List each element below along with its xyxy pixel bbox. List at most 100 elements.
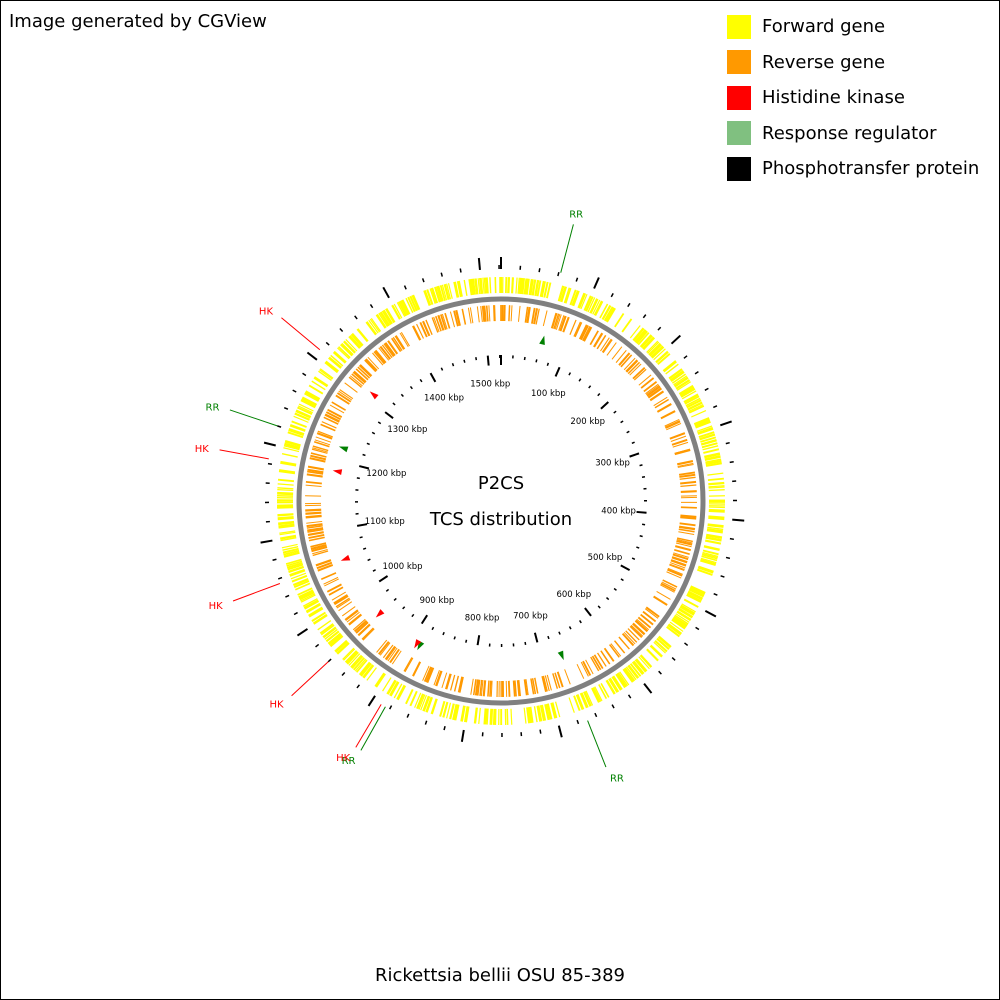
- reverse-gene: [645, 606, 660, 618]
- inner-major-tick: [629, 452, 640, 458]
- reverse-gene: [656, 403, 672, 413]
- reverse-gene: [680, 490, 697, 494]
- reverse-gene: [308, 536, 325, 542]
- reverse-gene: [602, 339, 613, 354]
- reverse-gene: [386, 646, 397, 661]
- outer-minor-tick: [694, 371, 699, 375]
- forward-gene: [568, 697, 575, 713]
- forward-gene: [283, 447, 300, 453]
- legend-item-histidine-kinase: Histidine kinase: [727, 80, 979, 116]
- reverse-gene: [582, 660, 592, 676]
- callout-line: [229, 409, 278, 427]
- reverse-gene: [453, 675, 460, 692]
- reverse-gene: [455, 309, 461, 327]
- forward-gene: [407, 296, 416, 313]
- reverse-gene: [644, 608, 659, 619]
- inner-minor-tick: [409, 385, 413, 390]
- forward-gene: [603, 306, 614, 322]
- reverse-gene: [555, 314, 562, 330]
- reverse-gene: [629, 625, 643, 639]
- outer-minor-tick: [272, 558, 277, 562]
- forward-gene: [550, 702, 558, 719]
- forward-gene: [683, 393, 699, 404]
- outer-minor-tick: [459, 268, 462, 273]
- reverse-gene: [535, 308, 540, 325]
- inner-minor-tick: [597, 392, 601, 397]
- reverse-gene: [558, 315, 565, 331]
- reverse-gene: [341, 606, 356, 617]
- inner-minor-tick: [419, 378, 423, 383]
- forward-gene: [523, 278, 528, 295]
- reverse-gene: [667, 568, 683, 577]
- reverse-gene: [348, 613, 362, 626]
- forward-gene: [675, 379, 691, 390]
- outer-major-tick: [260, 539, 273, 544]
- forward-gene: [324, 360, 340, 374]
- forward-gene: [639, 334, 653, 349]
- forward-gene-track: [276, 276, 726, 726]
- forward-gene: [337, 346, 351, 359]
- reverse-gene: [336, 392, 352, 403]
- reverse-gene: [508, 305, 511, 322]
- inner-minor-tick: [636, 546, 640, 549]
- reverse-gene: [490, 680, 493, 697]
- reverse-gene: [391, 337, 402, 353]
- reverse-gene: [384, 342, 396, 357]
- forward-gene: [654, 639, 668, 653]
- reverse-gene: [516, 680, 521, 697]
- reverse-gene: [590, 656, 600, 672]
- outer-tick-ring: [260, 257, 745, 743]
- forward-gene: [671, 373, 687, 384]
- reverse-gene: [618, 636, 630, 650]
- reverse-gene: [672, 553, 689, 561]
- reverse-gene: [680, 514, 697, 518]
- reverse-gene: [327, 408, 343, 419]
- reverse-gene: [550, 312, 558, 329]
- legend-swatch-response-regulator: [727, 121, 751, 146]
- reverse-gene: [387, 340, 399, 355]
- forward-gene: [308, 606, 324, 618]
- inner-major-tick: [533, 632, 539, 643]
- outer-minor-tick: [356, 684, 361, 689]
- reverse-gene: [676, 539, 693, 544]
- forward-gene: [702, 552, 718, 559]
- inner-minor-tick: [620, 578, 624, 582]
- forward-gene: [416, 693, 425, 710]
- reverse-gene: [533, 308, 539, 325]
- outer-minor-tick: [341, 671, 346, 676]
- forward-gene: [698, 432, 715, 439]
- forward-gene: [434, 286, 441, 303]
- forward-gene: [324, 628, 338, 640]
- forward-gene: [708, 481, 725, 486]
- forward-gene: [693, 417, 710, 425]
- outer-minor-tick: [684, 642, 689, 647]
- outer-minor-tick: [421, 278, 425, 283]
- inner-major-tick: [356, 523, 368, 527]
- forward-gene: [283, 549, 300, 556]
- reverse-gene: [531, 678, 537, 695]
- reverse-gene: [645, 384, 660, 396]
- forward-gene: [484, 277, 489, 294]
- legend-swatch-reverse: [727, 50, 751, 75]
- forward-gene: [302, 598, 318, 607]
- forward-gene: [375, 313, 387, 329]
- forward-gene: [420, 694, 428, 711]
- ruler-label: 800 kbp: [465, 613, 500, 623]
- reverse-gene: [674, 448, 691, 456]
- forward-gene: [325, 630, 340, 643]
- reverse-gene: [422, 320, 431, 337]
- forward-gene: [441, 284, 448, 301]
- forward-gene: [637, 332, 650, 346]
- forward-gene: [422, 695, 431, 712]
- forward-gene: [305, 602, 321, 613]
- forward-gene: [544, 703, 551, 721]
- response-regulator-mark: [539, 335, 545, 346]
- forward-gene: [507, 277, 511, 294]
- forward-gene: [622, 668, 635, 683]
- forward-gene: [418, 694, 426, 710]
- forward-gene: [598, 684, 608, 700]
- forward-gene: [694, 419, 711, 429]
- reverse-gene: [320, 572, 337, 580]
- forward-gene: [656, 637, 670, 650]
- outer-major-tick: [593, 277, 600, 289]
